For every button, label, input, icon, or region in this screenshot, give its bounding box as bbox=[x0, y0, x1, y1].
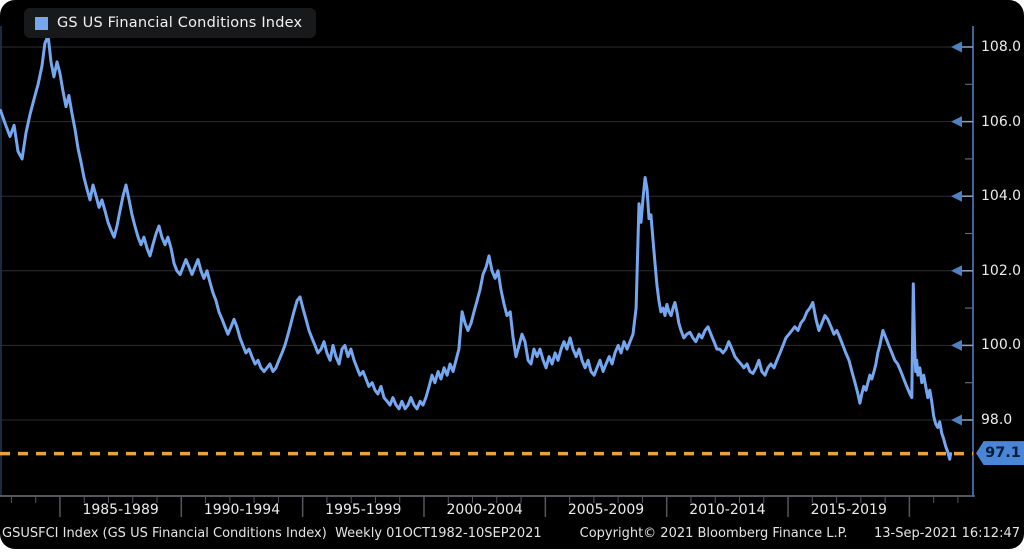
status-copyright: Copyright© 2021 Bloomberg Finance L.P. bbox=[579, 526, 848, 541]
y-tick-label: 106.0 bbox=[981, 113, 1022, 130]
y-tick-label: 108.0 bbox=[981, 39, 1022, 55]
status-timestamp: 13-Sep-2021 16:12:47 bbox=[873, 526, 1020, 541]
status-ticker-description: GSUSFCI Index (GS US Financial Condition… bbox=[2, 526, 542, 541]
y-major-tick-arrow-icon bbox=[951, 190, 962, 202]
y-tick-label: 98.0 bbox=[981, 412, 1013, 428]
y-tick-label: 102.0 bbox=[981, 262, 1022, 279]
x-period-label: 1995-1999 bbox=[325, 502, 402, 518]
status-bar: GSUSFCI Index (GS US Financial Condition… bbox=[0, 520, 1024, 547]
x-period-label: 2005-2009 bbox=[567, 502, 645, 518]
legend-series-swatch-icon bbox=[35, 16, 48, 30]
legend-series-label: GS US Financial Conditions Index bbox=[57, 15, 303, 31]
x-period-label: 2010-2014 bbox=[689, 502, 766, 518]
y-major-tick-arrow-icon bbox=[951, 414, 962, 426]
last-value-text: 97.1 bbox=[985, 445, 1021, 462]
y-major-tick-arrow-icon bbox=[951, 265, 962, 277]
y-major-tick-arrow-icon bbox=[951, 339, 962, 351]
series-line bbox=[0, 34, 953, 461]
y-tick-label: 104.0 bbox=[981, 188, 1022, 205]
y-major-tick-arrow-icon bbox=[951, 41, 962, 53]
x-period-label: 2000-2004 bbox=[446, 502, 523, 518]
x-period-label: 1990-1994 bbox=[203, 502, 281, 518]
x-period-label: 2015-2019 bbox=[810, 502, 887, 518]
last-value-badge: 97.1 bbox=[976, 441, 1024, 466]
x-period-label: 1985-1989 bbox=[82, 502, 159, 518]
y-major-tick-arrow-icon bbox=[951, 116, 962, 128]
chart-legend[interactable]: GS US Financial Conditions Index bbox=[24, 8, 317, 38]
y-tick-label: 100.0 bbox=[981, 337, 1022, 354]
